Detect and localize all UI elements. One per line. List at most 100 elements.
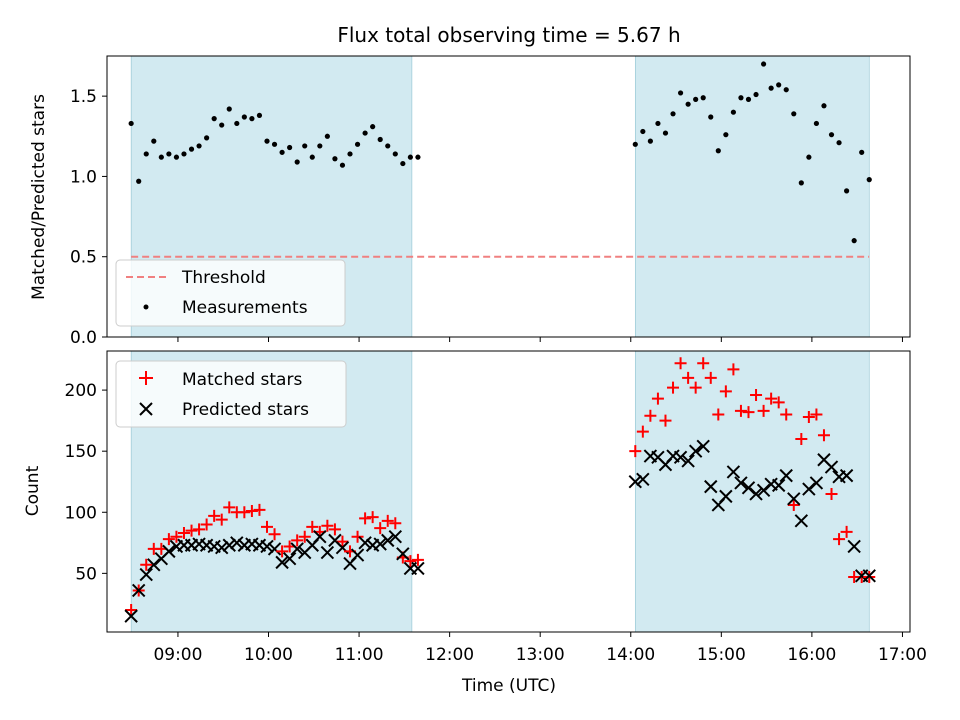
y-axis-ticks-bottom: 50 100 150 200 [65, 381, 107, 584]
measurement-point [783, 87, 789, 93]
measurement-point [128, 120, 134, 127]
predicted-star-point [749, 487, 763, 501]
y-tick-label: 100 [65, 503, 97, 523]
x-tick-label: 12:00 [425, 645, 474, 665]
measurement-point [392, 151, 398, 157]
x-tick-label: 10:00 [244, 645, 293, 665]
measurement-point [866, 177, 872, 183]
measurement-point [158, 154, 164, 160]
matched-star-point [727, 363, 740, 376]
count-points [124, 357, 876, 623]
matched-star-point [245, 505, 258, 518]
measurement-point [264, 138, 270, 144]
predicted-star-point [704, 479, 718, 494]
matched-star-point [840, 525, 853, 538]
measurement-point [219, 122, 225, 128]
matched-star-point [757, 404, 770, 417]
legend-threshold-label: Threshold [181, 268, 266, 288]
matched-star-point [336, 535, 349, 548]
matched-star-point [636, 425, 649, 438]
legend-bottom[interactable]: Matched stars Predicted stars [115, 360, 347, 428]
measurement-point [723, 132, 729, 138]
y-tick-label: 50 [75, 564, 97, 584]
matched-star-point [215, 513, 228, 526]
predicted-star-point [839, 468, 854, 483]
predicted-star-point [260, 539, 274, 554]
measurement-point [287, 144, 293, 151]
legend-measurements-label: Measurements [182, 298, 308, 318]
measurement-point [324, 133, 330, 139]
matched-star-point [185, 524, 198, 537]
measurement-point [798, 180, 804, 186]
measurement-point [708, 114, 714, 120]
measurement-point [317, 143, 323, 149]
measurement-point [196, 143, 202, 149]
predicted-star-point [320, 545, 335, 560]
predicted-star-point [139, 567, 153, 582]
predicted-star-point [771, 478, 786, 493]
y-axis-label-bottom: Count [23, 465, 43, 516]
measurement-point [700, 95, 706, 101]
matched-star-point [719, 385, 732, 398]
matched-star-point [734, 404, 747, 417]
predicted-star-point [809, 476, 824, 490]
predicted-star-point [411, 561, 425, 576]
matched-star-point [787, 498, 800, 511]
measurement-point [730, 109, 737, 115]
matched-star-point [328, 523, 341, 536]
legend-matched-label: Matched stars [182, 370, 302, 390]
predicted-star-point [267, 542, 282, 556]
measurement-point [166, 151, 172, 157]
predicted-star-point [290, 542, 304, 556]
measurement-point [234, 120, 240, 127]
measurement-point [181, 151, 187, 157]
measurement-point [821, 103, 827, 109]
measurement-point [677, 90, 684, 96]
predicted-star-point [719, 489, 733, 504]
measurement-point [385, 143, 391, 149]
y-tick-label: 150 [65, 442, 97, 462]
matched-star-point [817, 429, 830, 442]
measurement-point [377, 136, 383, 143]
matched-star-point [260, 520, 273, 533]
measurement-point [647, 138, 653, 144]
matched-star-point [697, 357, 710, 370]
measurement-point [188, 146, 195, 152]
matched-star-point [644, 409, 657, 422]
plot-frame-top [106, 55, 911, 338]
measurement-point [347, 151, 353, 157]
matched-star-point [651, 392, 664, 405]
measurement-point [768, 85, 774, 91]
matched-star-point [359, 512, 372, 525]
legend-predicted-swatch [139, 402, 153, 416]
measurement-point [776, 82, 782, 88]
legend-measurements-swatch [143, 304, 149, 310]
x-tick-label: 14:00 [606, 645, 655, 665]
measurement-point [715, 148, 721, 154]
matched-star-point [659, 414, 672, 427]
matched-star-point [125, 604, 138, 617]
predicted-star-point [222, 538, 236, 552]
measurement-point [302, 143, 308, 149]
measurement-point [370, 124, 376, 130]
measurement-point [859, 149, 865, 155]
measurement-point [151, 138, 157, 144]
y-axis-ticks-top: 0.0 0.5 1.0 1.5 [70, 87, 107, 348]
legend-matched-swatch [139, 371, 153, 385]
predicted-star-point [824, 460, 839, 474]
legend-top[interactable]: Threshold Measurements [115, 259, 346, 327]
matched-star-point [200, 518, 213, 531]
matched-star-point [389, 517, 402, 530]
matched-star-point [193, 523, 206, 536]
count-panel: 50 100 150 200 09:00 10:00 11:00 12:00 13:00 14:… [23, 350, 927, 696]
predicted-star-point [847, 539, 861, 554]
measurement-point [332, 156, 338, 162]
predicted-star-point [381, 533, 395, 548]
measurement-point [745, 96, 752, 102]
matched-star-point [682, 371, 695, 384]
matched-star-point [170, 530, 183, 543]
x-tick-label: 15:00 [697, 645, 746, 665]
predicted-star-point [779, 468, 793, 483]
measurement-point [415, 154, 421, 160]
predicted-star-point [215, 540, 229, 555]
